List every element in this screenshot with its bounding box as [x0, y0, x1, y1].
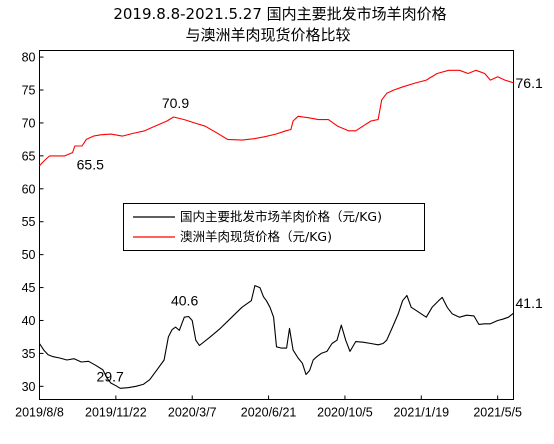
y-tick-label: 35	[22, 347, 36, 361]
x-tick-label: 2020/6/21	[241, 406, 297, 420]
x-tick-label: 2020/3/7	[168, 406, 217, 420]
y-tick-label: 80	[22, 51, 36, 65]
plot-area	[39, 50, 514, 400]
x-tick-label: 2019/8/8	[15, 406, 64, 420]
y-tick-label: 75	[22, 84, 36, 98]
y-axis: 30 35 40 45 50 55 60 65 70 75 80	[22, 51, 44, 394]
data-label: 29.7	[97, 368, 124, 384]
y-tick-label: 30	[22, 380, 36, 394]
data-label: 76.1	[516, 75, 543, 91]
y-tick-label: 45	[22, 281, 36, 295]
y-tick-label: 70	[22, 116, 36, 130]
legend-label-australia: 澳洲羊肉现货价格（元/KG)	[180, 229, 332, 244]
y-tick-label: 55	[22, 215, 36, 229]
x-tick-label: 2021/5/5	[473, 406, 522, 420]
annotations: 65.5 70.9 76.1 29.7 40.6 41.1	[77, 75, 543, 385]
chart-title: 2019.8.8-2021.5.27 国内主要批发市场羊肉价格	[113, 5, 446, 23]
chart-subtitle: 与澳洲羊肉现货价格比较	[185, 26, 350, 44]
series-line-domestic	[39, 285, 514, 389]
y-tick-label: 60	[22, 182, 36, 196]
x-tick-label: 2020/10/5	[317, 406, 373, 420]
y-tick-label: 50	[22, 248, 36, 262]
x-axis: 2019/8/8 2019/11/22 2020/3/7 2020/6/21 2020/…	[15, 395, 522, 420]
data-label: 41.1	[516, 295, 543, 311]
y-tick-label: 65	[22, 149, 36, 163]
x-tick-label: 2021/1/19	[393, 406, 449, 420]
data-label: 70.9	[162, 95, 189, 111]
series-line-australia	[39, 69, 514, 167]
x-tick-label: 2019/11/22	[85, 406, 147, 420]
data-label: 40.6	[171, 293, 198, 309]
legend: 国内主要批发市场羊肉价格（元/KG) 澳洲羊肉现货价格（元/KG)	[123, 203, 425, 251]
legend-label-domestic: 国内主要批发市场羊肉价格（元/KG)	[180, 209, 382, 224]
legend-box	[123, 203, 425, 251]
data-label: 65.5	[77, 157, 104, 173]
y-tick-label: 40	[22, 314, 36, 328]
series-lines	[39, 69, 514, 389]
